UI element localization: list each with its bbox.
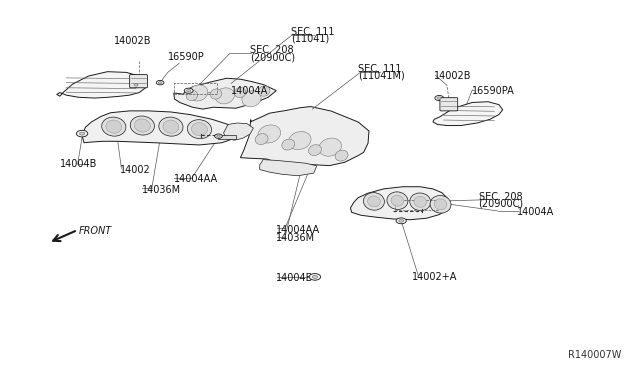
Ellipse shape	[282, 139, 295, 150]
Ellipse shape	[188, 120, 212, 139]
Text: 14004B: 14004B	[276, 273, 313, 283]
Polygon shape	[260, 160, 317, 176]
Text: (11041): (11041)	[291, 34, 330, 44]
Polygon shape	[218, 135, 236, 139]
Text: SEC. 111: SEC. 111	[358, 64, 401, 74]
Circle shape	[437, 97, 441, 99]
Text: SEC. 208: SEC. 208	[250, 45, 294, 55]
Circle shape	[217, 135, 220, 137]
Circle shape	[132, 82, 140, 87]
Text: SEC. 208: SEC. 208	[479, 192, 522, 202]
Text: 14002B: 14002B	[114, 36, 151, 46]
Ellipse shape	[410, 193, 431, 211]
Text: 14004AA: 14004AA	[174, 174, 218, 184]
Ellipse shape	[163, 120, 179, 133]
FancyBboxPatch shape	[440, 98, 458, 111]
Text: 14002: 14002	[120, 164, 151, 174]
Text: 14004A: 14004A	[516, 207, 554, 217]
Circle shape	[214, 134, 222, 138]
Text: 14004B: 14004B	[60, 159, 97, 169]
Circle shape	[399, 219, 403, 222]
Ellipse shape	[134, 119, 150, 132]
Ellipse shape	[234, 87, 246, 98]
Polygon shape	[351, 187, 450, 220]
Ellipse shape	[242, 91, 261, 107]
Text: 14004A: 14004A	[231, 86, 268, 96]
Text: 16590P: 16590P	[168, 52, 205, 62]
Ellipse shape	[186, 90, 198, 100]
Ellipse shape	[131, 116, 154, 135]
Ellipse shape	[191, 123, 207, 136]
Text: 14036M: 14036M	[276, 233, 315, 243]
Circle shape	[159, 82, 162, 84]
Ellipse shape	[210, 89, 221, 99]
Text: SEC. 111: SEC. 111	[291, 27, 335, 37]
Polygon shape	[223, 123, 253, 140]
Polygon shape	[82, 111, 236, 145]
Ellipse shape	[159, 117, 183, 136]
Ellipse shape	[189, 85, 208, 101]
Text: R140007W: R140007W	[568, 350, 621, 360]
Circle shape	[312, 275, 317, 278]
Ellipse shape	[414, 196, 427, 207]
Ellipse shape	[215, 88, 234, 104]
Text: 16590PA: 16590PA	[472, 86, 515, 96]
Text: (20900C): (20900C)	[479, 199, 524, 209]
Ellipse shape	[391, 195, 404, 206]
Circle shape	[187, 90, 191, 92]
Text: FRONT: FRONT	[79, 226, 112, 236]
Circle shape	[156, 80, 164, 85]
Polygon shape	[241, 106, 369, 166]
Polygon shape	[433, 102, 502, 125]
Polygon shape	[174, 78, 276, 109]
Ellipse shape	[319, 138, 342, 156]
Circle shape	[76, 130, 88, 137]
Ellipse shape	[308, 145, 321, 155]
Ellipse shape	[364, 193, 385, 210]
Text: 14004AA: 14004AA	[276, 225, 320, 235]
Text: 14002B: 14002B	[434, 71, 472, 81]
Circle shape	[309, 273, 321, 280]
Ellipse shape	[367, 196, 380, 207]
Circle shape	[134, 84, 138, 86]
Circle shape	[79, 132, 84, 135]
Polygon shape	[57, 72, 145, 98]
Ellipse shape	[102, 117, 126, 136]
Ellipse shape	[387, 192, 408, 209]
Circle shape	[396, 218, 406, 224]
FancyBboxPatch shape	[130, 75, 147, 88]
Ellipse shape	[289, 131, 311, 150]
Text: 14036M: 14036M	[142, 185, 182, 195]
Text: 14002+A: 14002+A	[412, 272, 458, 282]
Ellipse shape	[335, 150, 348, 161]
Circle shape	[435, 96, 444, 100]
Circle shape	[184, 88, 193, 93]
Ellipse shape	[258, 125, 280, 143]
Text: (20900C): (20900C)	[250, 52, 295, 62]
Ellipse shape	[106, 120, 122, 133]
Text: (11041M): (11041M)	[358, 70, 405, 80]
Ellipse shape	[259, 86, 270, 96]
Ellipse shape	[430, 196, 451, 213]
Ellipse shape	[434, 199, 447, 210]
Ellipse shape	[255, 134, 268, 145]
